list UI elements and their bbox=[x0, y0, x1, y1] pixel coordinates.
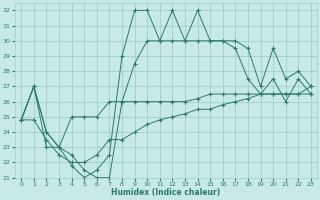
X-axis label: Humidex (Indice chaleur): Humidex (Indice chaleur) bbox=[111, 188, 221, 197]
